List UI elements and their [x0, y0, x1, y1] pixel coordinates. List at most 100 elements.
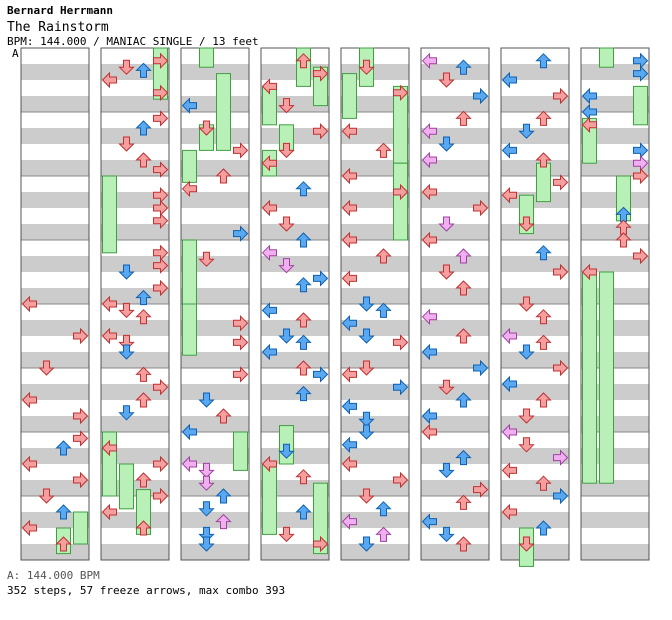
step-arrow-right [153, 84, 169, 102]
step-arrow-right [153, 110, 169, 127]
step-arrow-right [473, 481, 489, 498]
step-arrow-up [295, 312, 312, 328]
beat-stripe [181, 96, 249, 112]
step-arrow-down [358, 424, 375, 440]
beat-stripe [501, 464, 569, 480]
freeze-arrow [73, 511, 88, 545]
beat-stripe [581, 304, 649, 320]
step-arrow-down [198, 501, 215, 517]
step-arrow-right [473, 359, 489, 377]
beat-stripe [21, 320, 89, 336]
step-arrow-left [341, 167, 357, 185]
beat-stripe [261, 240, 329, 256]
beat-stripe [101, 352, 169, 368]
beat-stripe [421, 144, 489, 160]
beat-stripe [21, 496, 89, 512]
beat-stripe [341, 336, 409, 352]
step-arrow-left [261, 154, 277, 172]
step-arrow-up [535, 309, 552, 325]
beat-stripe [101, 288, 169, 304]
step-arrow-left [21, 391, 37, 409]
step-arrow-right [153, 487, 169, 505]
step-arrow-right [553, 487, 569, 505]
beat-stripe [581, 544, 649, 560]
step-arrow-left [341, 366, 357, 383]
beat-stripe [501, 320, 569, 336]
beat-stripe [421, 416, 489, 432]
beat-stripe [21, 368, 89, 384]
beat-stripe [261, 48, 329, 64]
beat-stripe [581, 272, 649, 288]
step-arrow-up [535, 152, 552, 168]
step-arrow-up [455, 392, 472, 408]
beat-stripe [101, 544, 169, 560]
beat-stripe [581, 64, 649, 80]
beat-stripe [101, 144, 169, 160]
beat-stripe [421, 208, 489, 224]
step-arrow-down [358, 536, 375, 552]
beat-stripe [501, 80, 569, 96]
freeze-arrow [536, 162, 551, 203]
beat-stripe [21, 544, 89, 560]
beat-stripe [581, 336, 649, 352]
chart-column-border [420, 47, 490, 561]
step-arrow-down [358, 328, 375, 344]
beat-stripe [501, 400, 569, 416]
step-arrow-right [553, 263, 569, 281]
beat-stripe [581, 256, 649, 272]
beat-stripe [341, 64, 409, 80]
freeze-arrow [582, 271, 597, 484]
step-arrow-down [38, 360, 55, 376]
beat-stripe [101, 336, 169, 352]
beat-stripe [101, 208, 169, 224]
beat-stripe [261, 432, 329, 448]
step-arrow-left [261, 302, 277, 319]
freeze-arrow [119, 463, 134, 510]
beat-stripe [101, 448, 169, 464]
beat-stripe [181, 176, 249, 192]
step-arrow-down [278, 443, 295, 459]
step-arrow-left [341, 231, 357, 249]
beat-stripe [581, 288, 649, 304]
step-arrow-left [101, 71, 117, 89]
freeze-arrow [599, 271, 614, 484]
beat-stripe [181, 320, 249, 336]
beat-stripe [21, 352, 89, 368]
beat-stripe [581, 160, 649, 176]
beat-stripe [421, 336, 489, 352]
beat-stripe [501, 208, 569, 224]
step-arrow-down [278, 216, 295, 232]
beat-stripe [101, 112, 169, 128]
beat-stripe [21, 448, 89, 464]
beat-stripe [181, 512, 249, 528]
beat-stripe [21, 64, 89, 80]
beat-stripe [261, 288, 329, 304]
freeze-arrow [342, 73, 357, 119]
beat-stripe [261, 384, 329, 400]
step-arrow-up [535, 520, 552, 536]
beat-stripe [501, 496, 569, 512]
beat-stripe [181, 416, 249, 432]
step-arrow-right [73, 327, 89, 345]
beat-stripe [21, 288, 89, 304]
beat-stripe [341, 112, 409, 128]
beat-stripe [261, 112, 329, 128]
beat-stripe [181, 544, 249, 560]
step-arrow-up [535, 392, 552, 408]
step-arrow-down [118, 302, 135, 319]
beat-stripe [421, 96, 489, 112]
step-arrow-up [55, 536, 72, 552]
beat-stripe [421, 368, 489, 384]
beat-stripe [21, 464, 89, 480]
beat-stripe [341, 384, 409, 400]
step-arrow-down [358, 488, 375, 504]
beat-stripe [181, 240, 249, 256]
step-arrow-left [421, 343, 437, 361]
step-arrow-up [295, 469, 312, 485]
step-arrow-left [421, 423, 437, 441]
beat-stripe [101, 304, 169, 320]
beat-stripe [181, 528, 249, 544]
beat-stripe [101, 240, 169, 256]
beat-stripe [421, 224, 489, 240]
step-arrow-down [518, 344, 535, 360]
